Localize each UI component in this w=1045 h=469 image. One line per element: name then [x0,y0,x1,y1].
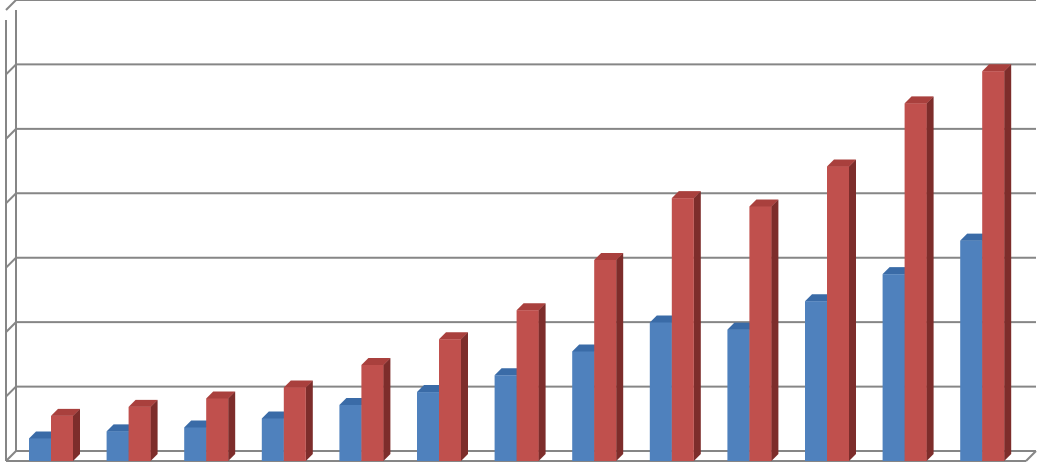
bar-front [749,206,772,461]
gridline-side [5,321,17,333]
bar-top [128,399,158,407]
bar-s2-c6 [439,332,468,461]
bar-front [494,375,517,461]
bar-front [261,418,284,461]
bar-top [339,397,369,405]
bar-top [29,431,58,439]
bar-s2-c7 [516,303,546,461]
bar-side [693,191,701,462]
bar-s2-c1 [51,408,80,461]
bar-top [572,344,602,352]
bar-side [228,391,236,461]
bar-top [827,159,856,167]
bar-front [184,427,207,461]
bar-top [749,199,779,207]
bar-side [771,199,779,461]
bar-top [516,303,546,311]
bar-s2-c12 [904,96,934,462]
bar-front [827,166,849,461]
gridline-side [5,450,17,462]
bar-side [849,159,856,461]
bar-top [261,411,291,419]
bar-top [649,315,679,323]
gridline-side [5,192,17,204]
bar-top [904,96,934,104]
bar-top [882,267,912,275]
gridline-side [5,0,17,11]
bar-front [805,301,827,461]
bar-side [616,252,624,461]
bar-s2-c2 [128,399,158,461]
bar-side [383,358,391,461]
bar-top [960,233,990,241]
bar-top [184,420,214,428]
bar-front [960,240,983,461]
gridline-side [5,63,17,76]
bar-s2-c8 [594,252,624,461]
bar-side [926,96,934,462]
bar-front [982,71,1005,461]
bar-front [727,329,750,461]
bar-top [594,252,624,260]
bar-front [439,339,461,461]
bar-front [882,274,905,461]
bar-top [106,424,136,432]
bar-front [283,387,306,461]
bar-front [671,198,694,462]
bar-s2-c10 [749,199,779,461]
bar-top [206,391,236,399]
bar-side [1004,64,1012,461]
bar-top [727,322,757,330]
bar-front [417,392,439,461]
bar-side [73,408,80,461]
bar-side [305,380,313,461]
floor-right-edge [1025,450,1037,462]
bar-front [594,259,617,461]
bar-front [649,322,672,461]
bar-front [339,404,362,461]
bar-top [439,332,468,340]
bar-top [361,358,391,366]
bar-front [106,431,129,461]
bar-s2-c3 [206,391,236,461]
bar-front [904,103,927,462]
bar-top [671,191,701,199]
bar-side [150,399,158,461]
bar-front [516,310,539,461]
bar-front [128,406,151,461]
gridline-side [5,257,17,269]
bar-side [538,303,546,461]
bar-front [29,438,51,461]
bar-front [206,398,229,461]
bar-front [51,415,73,461]
bar-front [572,351,595,461]
bar-top [805,294,834,302]
bar-series [29,64,1012,462]
bar-top [417,385,446,393]
bar-front [361,365,384,461]
bar-top [494,368,524,376]
bar-s2-c13 [982,64,1012,461]
bar-s2-c11 [827,159,856,461]
bar-s2-c4 [283,380,313,461]
bar-side [461,332,468,461]
gridline-side [5,385,17,398]
bar-top [51,408,80,416]
bar-top [283,380,313,388]
bar-s2-c9 [671,191,701,462]
bar-s2-c5 [361,358,391,461]
gridline-side [5,128,17,140]
bar-top [982,64,1012,72]
